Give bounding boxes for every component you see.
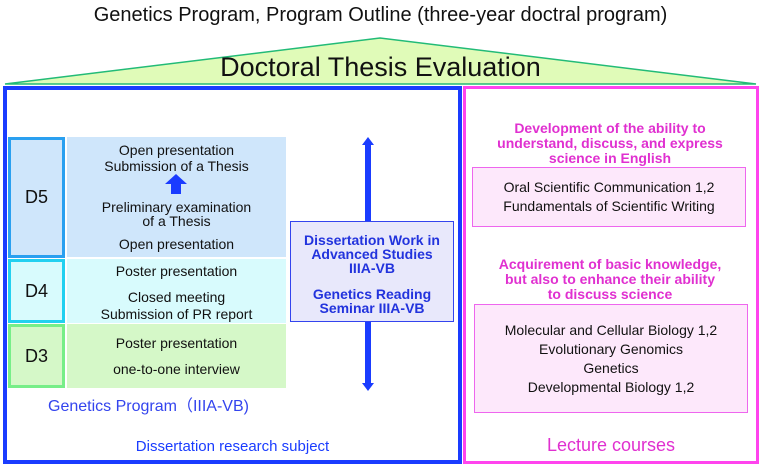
d3-item: one-to-one interview — [113, 361, 240, 377]
d5-item: Preliminary examination — [101, 199, 252, 215]
roof-triangle — [4, 37, 757, 85]
page-title: Genetics Program, Program Outline (three… — [93, 4, 668, 26]
heading-line: science in English — [548, 150, 672, 166]
english-courses-box: Oral Scientific Communication 1,2 Fundam… — [472, 167, 746, 227]
d4-content: Poster presentation Closed meeting Submi… — [67, 259, 286, 323]
course-item: Developmental Biology 1,2 — [527, 378, 695, 395]
d4-item: Closed meeting — [127, 289, 226, 305]
left-footer: Dissertation research subject — [135, 438, 330, 455]
d5-item: Open presentation — [118, 142, 235, 158]
program-label: Genetics Program（IIIA-VB) — [48, 398, 249, 415]
year-d5: D5 — [8, 137, 65, 258]
year-d4: D4 — [8, 259, 65, 323]
doctoral-thesis-evaluation: Doctoral Thesis Evaluation — [220, 52, 541, 82]
heading-english: Development of the ability to understand… — [472, 121, 748, 166]
dissertation-line: IIIA-VB — [349, 260, 395, 276]
dissertation-line: Advanced Studies — [311, 246, 433, 262]
d3-content: Poster presentation one-to-one interview — [67, 324, 286, 388]
course-item: Oral Scientific Communication 1,2 — [503, 179, 715, 195]
d5-item: Open presentation — [118, 236, 235, 252]
heading-knowledge: Acquirement of basic knowledge, but also… — [472, 257, 748, 302]
course-item: Evolutionary Genomics — [539, 340, 683, 357]
dissertation-line: Seminar IIIA-VB — [319, 300, 425, 316]
heading-line: but also to enhance their ability — [504, 271, 716, 287]
d5-item: Submission of a Thesis — [104, 158, 249, 174]
up-arrow-icon — [165, 174, 187, 194]
heading-line: to discuss science — [547, 286, 673, 302]
year-d3: D3 — [8, 324, 65, 388]
dissertation-research-panel — [3, 86, 462, 464]
course-item: Fundamentals of Scientific Writing — [503, 198, 715, 214]
dissertation-line: Genetics Reading — [312, 286, 432, 302]
d5-content: Open presentation Submission of a Thesis… — [67, 137, 286, 257]
dissertation-line: Dissertation Work in — [304, 232, 440, 248]
lecture-courses-panel — [463, 86, 759, 464]
heading-line: Development of the ability to — [514, 120, 706, 136]
d3-item: Poster presentation — [115, 335, 238, 351]
dissertation-work-box: Dissertation Work in Advanced Studies II… — [290, 221, 454, 322]
heading-line: understand, discuss, and express — [497, 135, 723, 151]
d5-item: of a Thesis — [142, 213, 211, 229]
course-item: Molecular and Cellular Biology 1,2 — [504, 321, 718, 338]
right-footer: Lecture courses — [546, 435, 676, 455]
heading-line: Acquirement of basic knowledge, — [498, 256, 722, 272]
d4-item: Submission of PR report — [100, 306, 253, 322]
science-courses-box: Molecular and Cellular Biology 1,2 Evolu… — [474, 304, 748, 413]
d4-item: Poster presentation — [115, 263, 238, 279]
course-item: Genetics — [583, 359, 639, 376]
